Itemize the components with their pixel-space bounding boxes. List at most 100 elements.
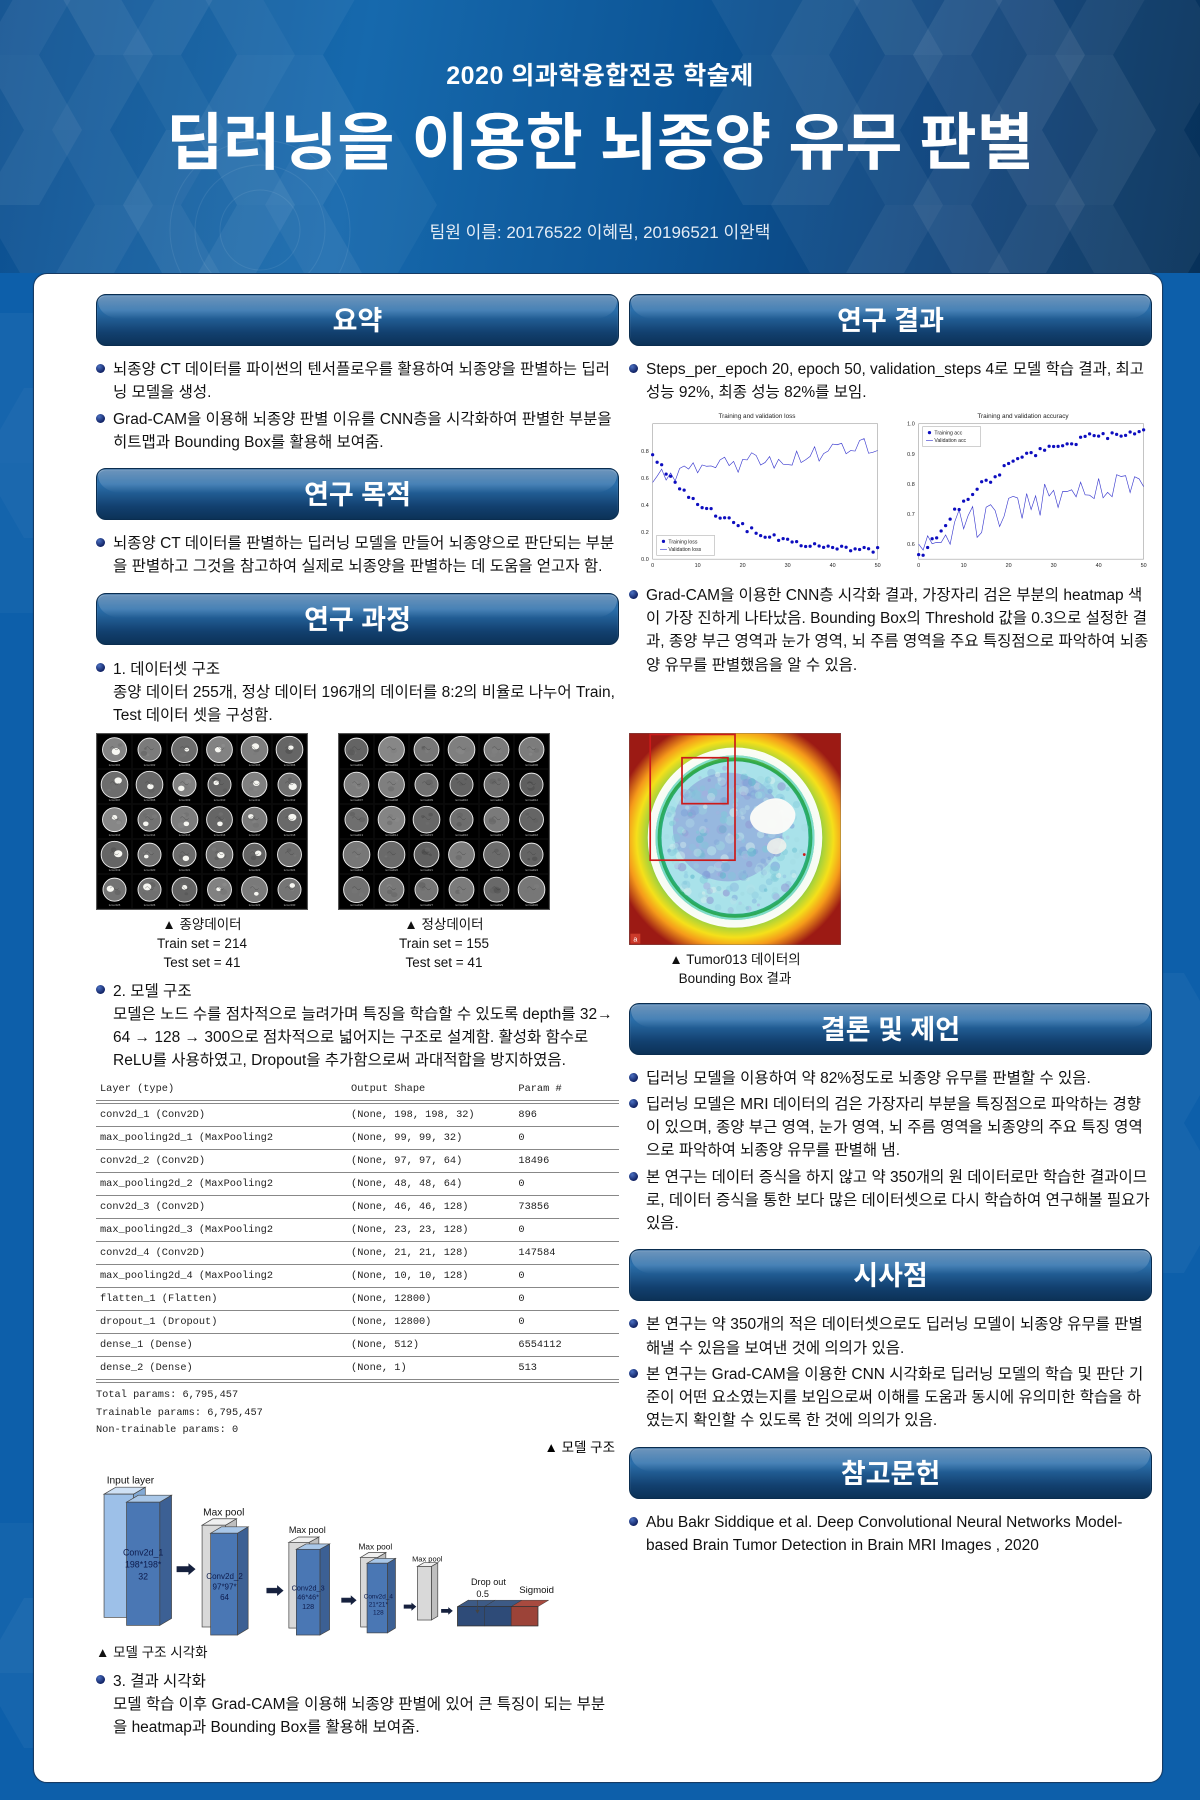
svg-text:normal011: normal011 bbox=[490, 798, 503, 802]
svg-text:normal024: normal024 bbox=[525, 868, 538, 872]
svg-text:10: 10 bbox=[695, 563, 701, 569]
svg-text:tumor030: tumor030 bbox=[284, 903, 296, 907]
svg-text:0.0: 0.0 bbox=[641, 557, 649, 563]
svg-text:normal012: normal012 bbox=[525, 798, 538, 802]
svg-text:0.9: 0.9 bbox=[907, 451, 915, 457]
svg-text:normal015: normal015 bbox=[420, 833, 433, 837]
svg-text:tumor006: tumor006 bbox=[284, 763, 296, 767]
svg-text:normal002: normal002 bbox=[385, 763, 398, 767]
svg-text:tumor013: tumor013 bbox=[109, 833, 121, 837]
svg-text:tumor002: tumor002 bbox=[144, 763, 156, 767]
svg-text:Input layer: Input layer bbox=[107, 1475, 155, 1486]
svg-text:tumor015: tumor015 bbox=[179, 833, 191, 837]
svg-text:tumor010: tumor010 bbox=[214, 798, 226, 802]
svg-text:1.0: 1.0 bbox=[907, 421, 915, 427]
svg-text:Max pool: Max pool bbox=[412, 1555, 443, 1564]
svg-text:128: 128 bbox=[373, 1610, 384, 1617]
svg-text:32: 32 bbox=[138, 1571, 148, 1581]
svg-text:0.7: 0.7 bbox=[907, 511, 915, 517]
svg-text:Training and validation loss: Training and validation loss bbox=[718, 412, 795, 419]
svg-text:tumor028: tumor028 bbox=[214, 903, 226, 907]
svg-text:tumor025: tumor025 bbox=[109, 903, 121, 907]
svg-text:tumor026: tumor026 bbox=[144, 903, 156, 907]
svg-text:0.5: 0.5 bbox=[476, 1589, 489, 1599]
svg-text:0.8: 0.8 bbox=[641, 448, 649, 454]
svg-text:128: 128 bbox=[302, 1602, 314, 1611]
svg-text:normal026: normal026 bbox=[385, 903, 398, 907]
svg-text:Sigmoid: Sigmoid bbox=[519, 1585, 554, 1596]
svg-text:Training acc: Training acc bbox=[934, 430, 962, 436]
svg-text:30: 30 bbox=[1051, 563, 1057, 569]
svg-text:40: 40 bbox=[1096, 563, 1102, 569]
svg-text:Training and validation accura: Training and validation accuracy bbox=[977, 412, 1069, 419]
svg-text:normal008: normal008 bbox=[385, 798, 398, 802]
svg-text:20: 20 bbox=[1006, 563, 1012, 569]
svg-text:tumor021: tumor021 bbox=[179, 868, 191, 872]
svg-text:Validation acc: Validation acc bbox=[934, 437, 966, 443]
svg-text:Conv2d_2: Conv2d_2 bbox=[206, 1572, 243, 1581]
svg-text:21*21*: 21*21* bbox=[369, 1602, 389, 1609]
svg-text:Max pool: Max pool bbox=[203, 1507, 244, 1518]
svg-text:normal005: normal005 bbox=[490, 763, 503, 767]
svg-text:tumor009: tumor009 bbox=[179, 798, 191, 802]
svg-text:normal009: normal009 bbox=[420, 798, 433, 802]
svg-text:normal017: normal017 bbox=[490, 833, 503, 837]
svg-text:tumor017: tumor017 bbox=[249, 833, 261, 837]
svg-text:Training loss: Training loss bbox=[668, 539, 697, 545]
svg-text:Conv2d_3: Conv2d_3 bbox=[292, 1583, 325, 1592]
svg-text:normal004: normal004 bbox=[455, 763, 468, 767]
svg-text:normal019: normal019 bbox=[350, 868, 363, 872]
svg-text:normal018: normal018 bbox=[525, 833, 538, 837]
svg-text:10: 10 bbox=[961, 563, 967, 569]
svg-text:0.2: 0.2 bbox=[641, 530, 649, 536]
svg-text:tumor004: tumor004 bbox=[214, 763, 226, 767]
svg-text:tumor020: tumor020 bbox=[144, 868, 156, 872]
svg-text:normal021: normal021 bbox=[420, 868, 433, 872]
svg-text:normal007: normal007 bbox=[350, 798, 363, 802]
svg-text:50: 50 bbox=[875, 563, 881, 569]
svg-text:tumor014: tumor014 bbox=[144, 833, 156, 837]
svg-text:normal001: normal001 bbox=[350, 763, 363, 767]
svg-text:50: 50 bbox=[1141, 563, 1147, 569]
svg-text:normal029: normal029 bbox=[490, 903, 503, 907]
svg-text:46*46*: 46*46* bbox=[297, 1593, 319, 1602]
svg-text:tumor007: tumor007 bbox=[109, 798, 121, 802]
svg-text:normal013: normal013 bbox=[350, 833, 363, 837]
svg-text:normal028: normal028 bbox=[455, 903, 468, 907]
svg-text:a: a bbox=[633, 936, 637, 943]
svg-text:tumor012: tumor012 bbox=[284, 798, 296, 802]
svg-text:tumor001: tumor001 bbox=[109, 763, 121, 767]
svg-text:normal003: normal003 bbox=[420, 763, 433, 767]
svg-text:Validation loss: Validation loss bbox=[668, 546, 701, 552]
svg-text:normal014: normal014 bbox=[385, 833, 398, 837]
svg-text:normal010: normal010 bbox=[455, 798, 468, 802]
svg-text:tumor029: tumor029 bbox=[249, 903, 261, 907]
svg-text:tumor011: tumor011 bbox=[249, 798, 261, 802]
svg-text:Conv2d_4: Conv2d_4 bbox=[364, 1594, 394, 1601]
svg-text:0.6: 0.6 bbox=[907, 542, 915, 548]
svg-text:20: 20 bbox=[740, 563, 746, 569]
svg-text:normal006: normal006 bbox=[525, 763, 538, 767]
svg-text:normal030: normal030 bbox=[525, 903, 538, 907]
svg-text:normal025: normal025 bbox=[350, 903, 363, 907]
svg-text:Drop out: Drop out bbox=[471, 1577, 506, 1587]
svg-text:198*198*: 198*198* bbox=[125, 1559, 162, 1569]
svg-text:64: 64 bbox=[220, 1593, 229, 1602]
svg-text:0: 0 bbox=[917, 563, 920, 569]
svg-text:30: 30 bbox=[785, 563, 791, 569]
svg-text:Max pool: Max pool bbox=[359, 1541, 393, 1551]
svg-text:tumor005: tumor005 bbox=[249, 763, 261, 767]
svg-text:normal022: normal022 bbox=[455, 868, 468, 872]
svg-text:tumor016: tumor016 bbox=[214, 833, 226, 837]
svg-text:normal020: normal020 bbox=[385, 868, 398, 872]
svg-text:0: 0 bbox=[651, 563, 654, 569]
svg-text:97*97*: 97*97* bbox=[213, 1582, 237, 1591]
svg-text:tumor023: tumor023 bbox=[249, 868, 261, 872]
svg-text:40: 40 bbox=[830, 563, 836, 569]
svg-text:tumor003: tumor003 bbox=[179, 763, 191, 767]
svg-text:Max pool: Max pool bbox=[289, 1525, 326, 1535]
svg-text:tumor024: tumor024 bbox=[284, 868, 296, 872]
svg-text:normal016: normal016 bbox=[455, 833, 468, 837]
svg-text:normal027: normal027 bbox=[420, 903, 433, 907]
svg-text:tumor008: tumor008 bbox=[144, 798, 156, 802]
